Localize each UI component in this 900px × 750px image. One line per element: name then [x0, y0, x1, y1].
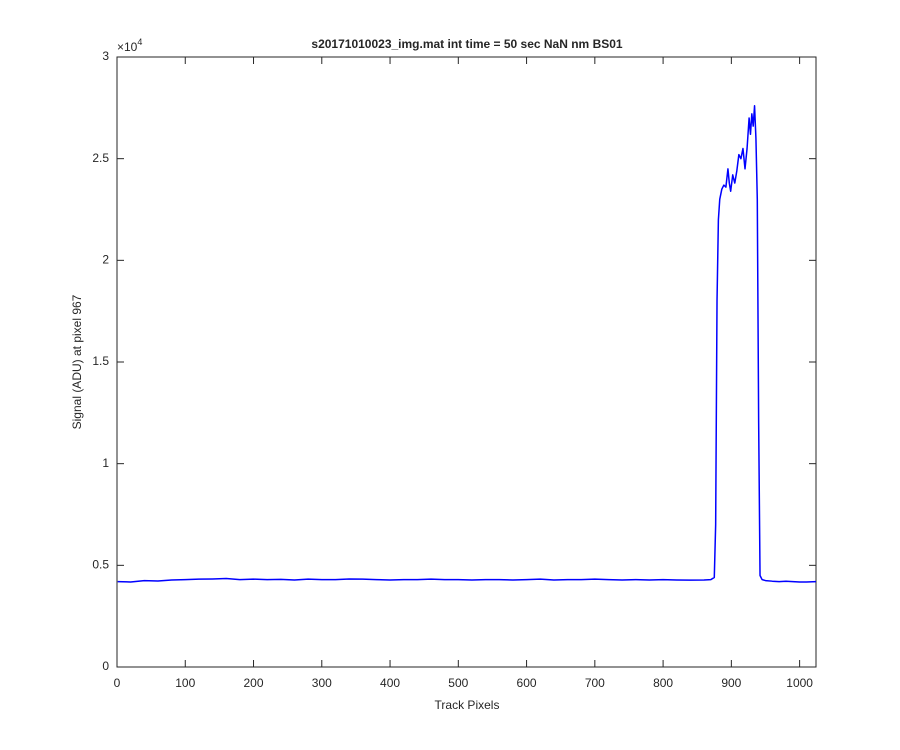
chart-title: s20171010023_img.mat int time = 50 sec N…	[311, 37, 623, 51]
x-tick-label: 600	[517, 676, 537, 690]
y-tick-label: 2.5	[92, 151, 109, 165]
y-scale-exponent: 4	[137, 37, 142, 47]
y-axis-label: Signal (ADU) at pixel 967	[70, 294, 84, 429]
x-tick-label: 100	[175, 676, 195, 690]
x-tick-label: 1000	[786, 676, 813, 690]
y-scale-base: ×10	[117, 40, 138, 54]
y-tick-label: 1	[102, 456, 109, 470]
y-tick-label: 0.5	[92, 558, 109, 572]
x-tick-label: 500	[448, 676, 468, 690]
x-tick-label: 0	[114, 676, 121, 690]
x-tick-label: 400	[380, 676, 400, 690]
y-tick-label: 3	[102, 49, 109, 63]
y-scale-label: ×104	[117, 37, 142, 54]
x-tick-label: 700	[585, 676, 605, 690]
x-tick-label: 200	[244, 676, 264, 690]
data-line	[117, 105, 817, 583]
x-tick-label: 300	[312, 676, 332, 690]
y-tick-label: 2	[102, 253, 109, 267]
y-tick-label: 0	[102, 659, 109, 673]
x-tick-label: 800	[653, 676, 673, 690]
y-tick-label: 1.5	[92, 354, 109, 368]
x-axis-label: Track Pixels	[435, 698, 500, 712]
x-tick-label: 900	[721, 676, 741, 690]
